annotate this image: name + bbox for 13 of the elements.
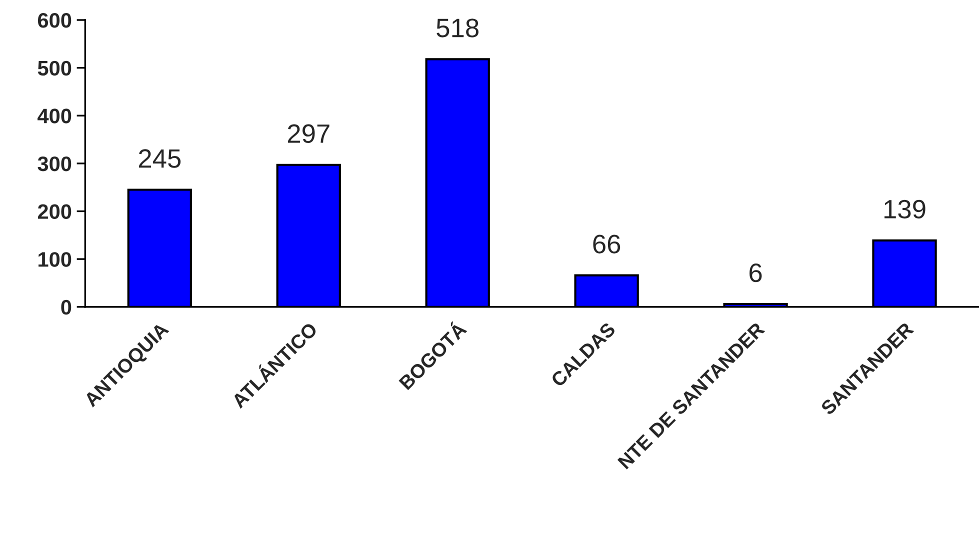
y-tick-label: 600 xyxy=(38,13,72,28)
y-tick-label: 200 xyxy=(38,204,72,220)
y-tick-label: 100 xyxy=(38,252,72,267)
y-tick-label: 400 xyxy=(38,108,72,124)
data-label: 297 xyxy=(288,124,330,143)
data-label: 6 xyxy=(750,263,762,282)
data-label: 245 xyxy=(138,149,181,168)
data-label: 518 xyxy=(436,18,478,38)
y-tick-label: 0 xyxy=(61,300,72,315)
data-label: 66 xyxy=(593,234,620,254)
data-label: 139 xyxy=(884,200,926,219)
y-tick-label: 300 xyxy=(38,156,72,172)
y-tick-label: 500 xyxy=(38,60,72,76)
